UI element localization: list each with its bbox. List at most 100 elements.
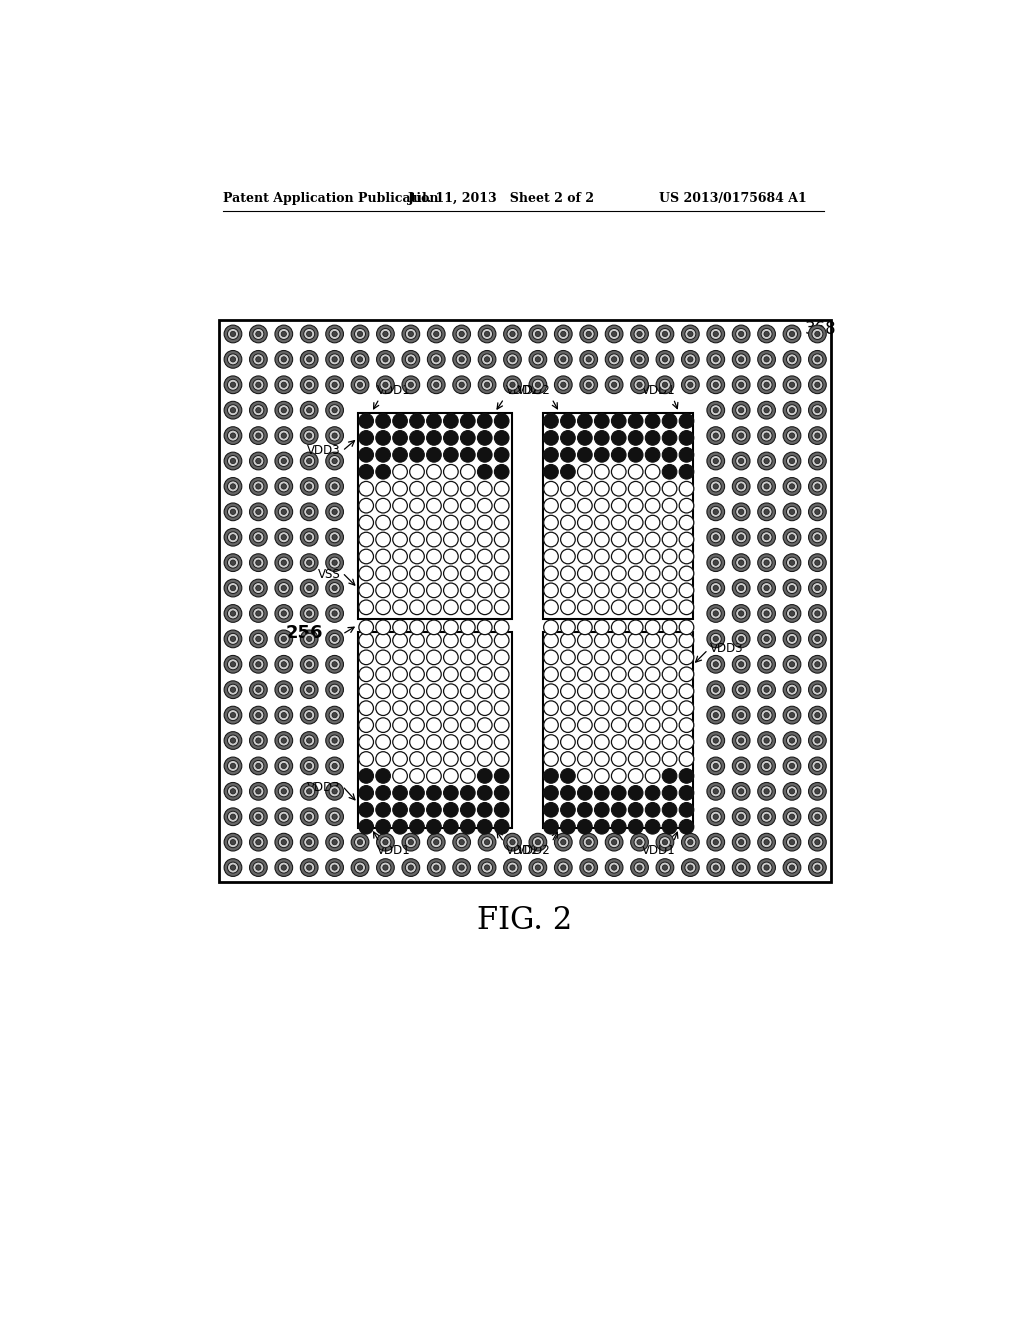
Circle shape <box>783 426 801 445</box>
Circle shape <box>663 381 668 388</box>
Circle shape <box>809 656 826 673</box>
Circle shape <box>629 620 643 635</box>
Circle shape <box>376 684 390 698</box>
Circle shape <box>250 453 267 470</box>
Circle shape <box>358 649 374 665</box>
Circle shape <box>578 768 592 783</box>
Circle shape <box>253 379 264 391</box>
Circle shape <box>764 356 769 362</box>
Circle shape <box>326 401 343 418</box>
Circle shape <box>279 455 290 466</box>
Circle shape <box>663 413 677 428</box>
Circle shape <box>578 649 592 665</box>
Circle shape <box>256 585 261 591</box>
Circle shape <box>578 634 592 648</box>
Circle shape <box>410 768 424 783</box>
Circle shape <box>707 376 725 393</box>
Circle shape <box>611 634 626 648</box>
Circle shape <box>443 515 458 529</box>
Circle shape <box>477 620 493 635</box>
Circle shape <box>461 413 475 428</box>
Circle shape <box>376 482 390 496</box>
Circle shape <box>637 381 642 388</box>
Circle shape <box>707 401 725 418</box>
Circle shape <box>783 401 801 418</box>
Circle shape <box>679 465 694 479</box>
Circle shape <box>279 480 290 492</box>
Circle shape <box>815 636 820 642</box>
Circle shape <box>484 331 489 337</box>
Circle shape <box>713 661 719 667</box>
Circle shape <box>329 354 340 364</box>
Circle shape <box>578 465 592 479</box>
Circle shape <box>306 331 312 337</box>
Circle shape <box>544 601 558 615</box>
Circle shape <box>679 803 694 817</box>
Circle shape <box>663 499 677 513</box>
Circle shape <box>711 532 721 543</box>
Circle shape <box>250 630 267 648</box>
Circle shape <box>558 379 568 391</box>
Circle shape <box>306 840 312 845</box>
Circle shape <box>663 667 677 681</box>
Circle shape <box>227 455 239 466</box>
Circle shape <box>224 478 242 495</box>
Circle shape <box>304 354 314 364</box>
Circle shape <box>809 325 826 343</box>
Circle shape <box>306 661 312 667</box>
Circle shape <box>558 862 568 873</box>
Circle shape <box>279 710 290 721</box>
Circle shape <box>443 634 458 648</box>
Circle shape <box>560 649 575 665</box>
Circle shape <box>380 862 391 873</box>
Circle shape <box>608 379 620 391</box>
Circle shape <box>461 785 475 800</box>
Circle shape <box>351 833 369 851</box>
Circle shape <box>544 583 558 598</box>
Circle shape <box>427 634 441 648</box>
Circle shape <box>253 455 264 466</box>
Circle shape <box>304 710 314 721</box>
Circle shape <box>274 758 293 775</box>
Circle shape <box>645 768 659 783</box>
Circle shape <box>393 601 408 615</box>
Circle shape <box>815 535 820 540</box>
Circle shape <box>274 630 293 648</box>
Circle shape <box>478 833 496 851</box>
Circle shape <box>358 465 374 479</box>
Circle shape <box>586 840 592 845</box>
Circle shape <box>679 447 694 462</box>
Circle shape <box>274 401 293 418</box>
Circle shape <box>560 785 575 800</box>
Circle shape <box>761 812 772 822</box>
Circle shape <box>663 768 677 783</box>
Circle shape <box>711 507 721 517</box>
Circle shape <box>326 731 343 750</box>
Circle shape <box>595 465 609 479</box>
Circle shape <box>304 379 314 391</box>
Circle shape <box>544 465 558 479</box>
Circle shape <box>495 413 509 428</box>
Circle shape <box>410 751 424 767</box>
Circle shape <box>410 515 424 529</box>
Circle shape <box>605 376 623 393</box>
Circle shape <box>461 667 475 681</box>
Circle shape <box>611 356 616 362</box>
Circle shape <box>256 636 261 642</box>
Circle shape <box>595 583 609 598</box>
Circle shape <box>478 859 496 876</box>
Circle shape <box>663 701 677 715</box>
Circle shape <box>812 405 823 416</box>
Circle shape <box>761 684 772 696</box>
Circle shape <box>809 630 826 648</box>
Circle shape <box>629 803 643 817</box>
Circle shape <box>738 611 743 616</box>
Circle shape <box>732 706 750 723</box>
Text: VDD1: VDD1 <box>642 843 676 857</box>
Circle shape <box>256 788 261 795</box>
Circle shape <box>250 579 267 597</box>
Circle shape <box>495 751 509 767</box>
Circle shape <box>274 528 293 546</box>
Circle shape <box>611 701 626 715</box>
Circle shape <box>764 814 769 820</box>
